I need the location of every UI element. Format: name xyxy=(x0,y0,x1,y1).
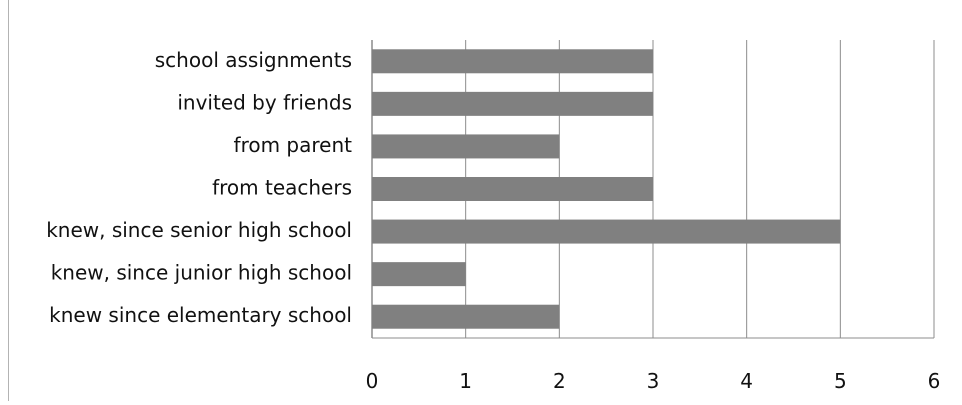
category-label: school assignments xyxy=(155,48,352,72)
bars xyxy=(372,49,841,329)
bar xyxy=(372,304,560,329)
category-labels: school assignments invited by friends from… xyxy=(46,48,352,327)
x-axis-tick-label: 0 xyxy=(366,369,379,393)
bar xyxy=(372,177,653,201)
bar xyxy=(372,91,653,116)
category-label: invited by friends xyxy=(177,90,352,114)
x-axis-tick-label: 3 xyxy=(647,369,660,393)
x-axis-tick-label: 2 xyxy=(553,369,566,393)
x-axis-tick-label: 4 xyxy=(740,369,753,393)
bar xyxy=(372,262,466,287)
bar xyxy=(372,134,560,159)
x-axis-tick-label: 1 xyxy=(459,369,472,393)
x-axis-tick-label: 5 xyxy=(834,369,847,393)
category-label: from parent xyxy=(234,133,353,157)
category-label: knew since elementary school xyxy=(49,303,352,327)
bar xyxy=(372,219,841,244)
x-axis-tick-label: 6 xyxy=(928,369,941,393)
x-axis-tick-labels: 0 1 2 3 4 5 6 xyxy=(366,369,941,393)
bar xyxy=(372,49,653,74)
category-label: knew, since junior high school xyxy=(51,261,352,285)
category-label: from teachers xyxy=(212,176,352,200)
category-label: knew, since senior high school xyxy=(46,218,352,242)
